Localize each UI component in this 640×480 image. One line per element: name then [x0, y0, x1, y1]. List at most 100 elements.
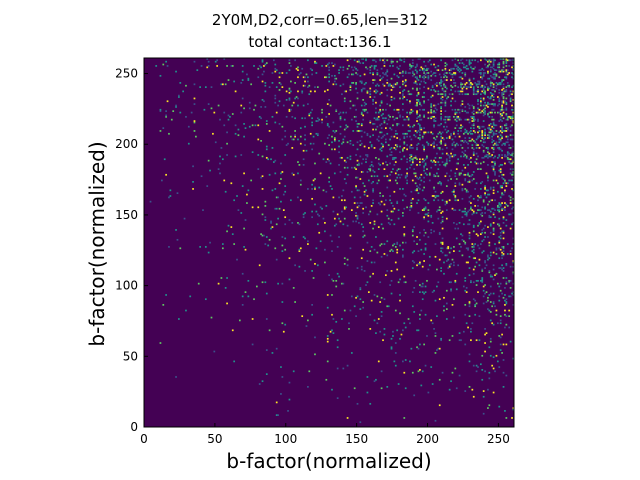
heatmap-cell: [411, 162, 414, 165]
heatmap-cell: [444, 164, 447, 166]
heatmap-cell: [498, 138, 501, 141]
heatmap-cell: [438, 404, 441, 407]
heatmap-cell: [489, 97, 492, 100]
heatmap-cell: [494, 161, 496, 163]
heatmap-cell: [196, 69, 199, 72]
heatmap-cell: [433, 120, 435, 122]
heatmap-cell: [482, 238, 485, 241]
heatmap-cell: [492, 103, 495, 105]
heatmap-cell: [294, 130, 296, 132]
heatmap-cell: [339, 171, 342, 173]
heatmap-cell: [472, 395, 475, 398]
heatmap-cell: [472, 113, 475, 115]
heatmap-cell: [168, 246, 170, 248]
heatmap-cell: [370, 161, 373, 163]
heatmap-cell: [460, 104, 462, 107]
heatmap-cell: [386, 155, 389, 158]
heatmap-cell: [366, 111, 369, 114]
heatmap-cell: [502, 250, 505, 252]
heatmap-cell: [472, 226, 475, 228]
heatmap-cell: [438, 148, 441, 151]
heatmap-cell: [489, 130, 492, 132]
heatmap-cell: [428, 179, 431, 182]
heatmap-cell: [505, 219, 508, 221]
heatmap-cell: [441, 137, 444, 139]
heatmap-cell: [502, 100, 505, 103]
heatmap-cell: [447, 115, 450, 118]
heatmap-cell: [271, 189, 274, 192]
heatmap-cell: [488, 193, 491, 196]
heatmap-cell: [417, 137, 420, 139]
heatmap-cell: [458, 250, 461, 252]
heatmap-cell: [467, 67, 469, 70]
heatmap-cell: [333, 140, 336, 142]
heatmap-cell: [505, 374, 508, 377]
heatmap-cell: [512, 260, 515, 262]
heatmap-cell: [427, 99, 430, 101]
heatmap-cell: [281, 376, 284, 378]
heatmap-cell: [264, 205, 267, 207]
heatmap-cell: [271, 226, 274, 228]
heatmap-cell: [165, 60, 167, 63]
heatmap-cell: [406, 161, 408, 163]
heatmap-cell: [348, 322, 350, 325]
heatmap-cell: [411, 147, 414, 149]
heatmap-cell: [464, 106, 467, 108]
heatmap-cells: [149, 58, 515, 424]
heatmap-cell: [301, 67, 304, 70]
heatmap-cell: [312, 179, 315, 182]
heatmap-cell: [443, 125, 445, 128]
x-tick-label: 250: [487, 432, 510, 446]
heatmap-cell: [411, 267, 414, 269]
heatmap-cell: [458, 62, 461, 64]
heatmap-cell: [477, 60, 479, 63]
heatmap-cell: [481, 206, 484, 209]
heatmap-cell: [438, 233, 441, 236]
heatmap-cell: [472, 117, 475, 120]
heatmap-cell: [187, 142, 190, 145]
heatmap-cell: [379, 110, 382, 113]
heatmap-cell: [491, 138, 494, 141]
heatmap-cell: [447, 247, 450, 250]
heatmap-cell: [419, 114, 421, 117]
heatmap-cell: [505, 89, 508, 91]
heatmap-cell: [386, 270, 389, 272]
heatmap-cell: [416, 189, 418, 192]
heatmap-cell: [454, 65, 457, 67]
heatmap-cell: [402, 255, 404, 258]
heatmap-cell: [402, 93, 404, 96]
heatmap-cell: [464, 213, 467, 216]
heatmap-cell: [487, 70, 489, 73]
heatmap-cell: [498, 141, 501, 144]
heatmap-cell: [297, 69, 299, 72]
heatmap-cell: [471, 111, 474, 114]
heatmap-cell: [341, 93, 343, 96]
heatmap-cell: [396, 117, 399, 120]
heatmap-cell: [494, 77, 496, 80]
heatmap-cell: [250, 179, 253, 182]
heatmap-cell: [349, 309, 352, 312]
heatmap-cell: [207, 103, 210, 105]
heatmap-cell: [423, 343, 425, 346]
heatmap-cell: [336, 213, 339, 216]
heatmap-cell: [499, 164, 502, 166]
heatmap-cell: [512, 58, 515, 60]
heatmap-cell: [491, 93, 494, 96]
heatmap-cell: [270, 222, 272, 224]
heatmap-cell: [428, 255, 431, 258]
heatmap-cell: [339, 115, 342, 118]
heatmap-cell: [498, 155, 501, 158]
heatmap-cell: [263, 70, 265, 73]
heatmap-cell: [240, 212, 243, 214]
heatmap-cell: [318, 231, 321, 234]
heatmap-cell: [221, 158, 224, 161]
heatmap-cell: [423, 209, 425, 211]
heatmap-cell: [487, 60, 489, 63]
heatmap-cell: [316, 223, 319, 226]
heatmap-cell: [406, 135, 408, 138]
heatmap-cell: [369, 141, 372, 144]
heatmap-cell: [420, 384, 423, 387]
heatmap-cell: [356, 159, 359, 162]
heatmap-cell: [433, 328, 435, 330]
heatmap-cell: [390, 60, 393, 63]
